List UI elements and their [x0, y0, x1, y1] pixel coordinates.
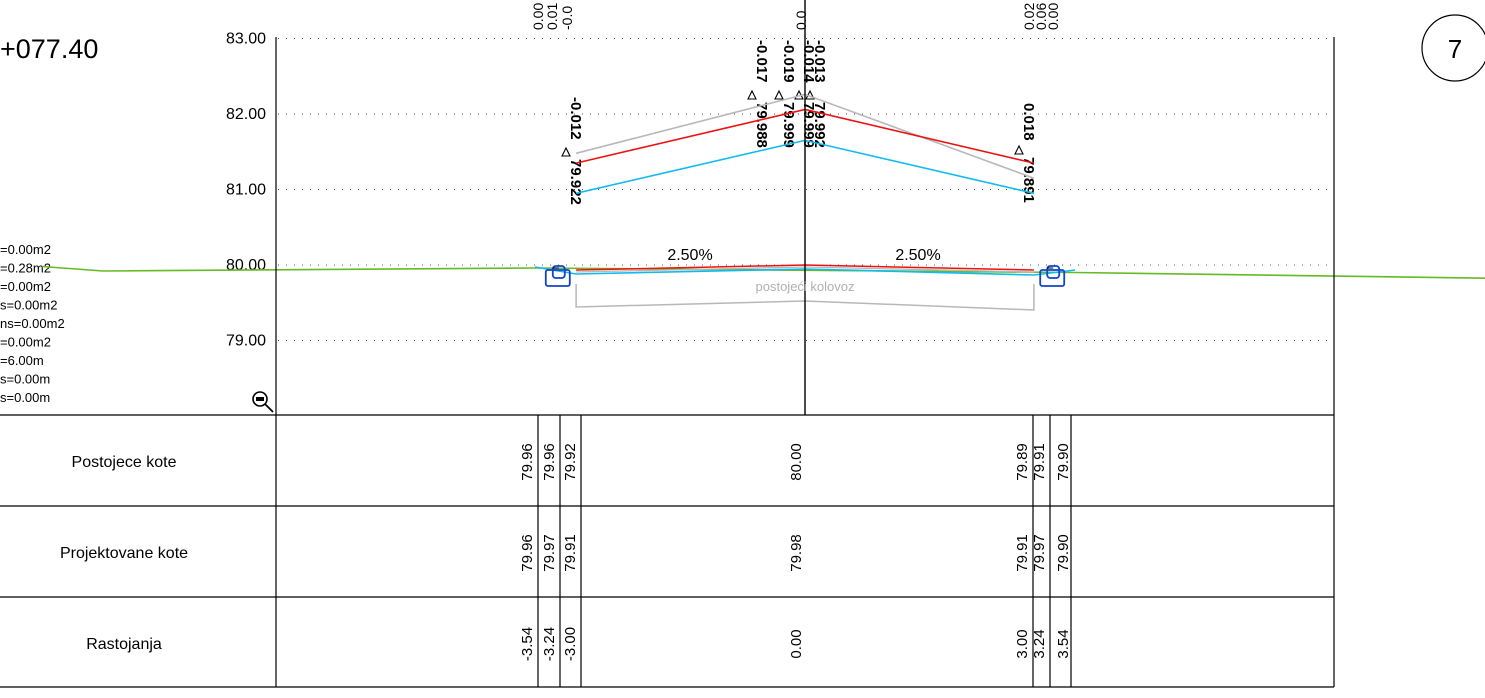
table-cell: 79.90: [1055, 534, 1072, 572]
elevation-tick-label: 82.00: [226, 106, 266, 123]
top-cutoff-value: 0.01: [544, 3, 560, 30]
layer-diff-label: -0.019: [780, 40, 797, 83]
layer-diff-label: -0.017: [753, 40, 770, 83]
table-cell: 3.00: [1014, 629, 1031, 658]
table-cell: 79.97: [1031, 534, 1048, 572]
elevation-marker-icon: [1014, 144, 1024, 155]
top-cutoff-value: 0.02: [1021, 3, 1037, 30]
area-summary-item: =0.00m2: [0, 279, 51, 294]
sheet-number-circle: [1421, 14, 1485, 82]
area-summary-item: ns=0.00m2: [0, 316, 65, 331]
magnifier-icon[interactable]: [252, 391, 274, 413]
table-cell: 79.90: [1055, 443, 1072, 481]
layer-annotations: -0.012 79.922 -0.017 79.988 -0.019 79.999 -0.0…: [561, 40, 1037, 205]
area-summary-item: =0.00m2: [0, 335, 51, 350]
top-cutoff-value: 0.00: [1045, 3, 1061, 30]
curb-icon: [544, 265, 571, 287]
layer-elev-label: 79.999: [800, 102, 817, 148]
elevation-axis: 83.00 82.00 81.00 80.00 79.00: [226, 31, 1332, 350]
area-summary-item: s=0.00m: [0, 372, 50, 387]
top-cutoff-value: -0.0: [559, 6, 575, 30]
surface-label: postojeći kolovoz: [756, 279, 855, 294]
sheet-number: 7: [1448, 34, 1462, 64]
area-summary-item: s=0.00m: [0, 390, 50, 405]
layer-diff-label: -0.013: [811, 40, 828, 83]
curb-icon: [1039, 265, 1066, 287]
elevation-marker-icon: [774, 89, 784, 100]
table-cell: 79.91: [562, 534, 579, 572]
table-cell: 79.96: [519, 534, 536, 572]
table-cell: -3.54: [519, 627, 536, 661]
table-cell: 3.24: [1031, 629, 1048, 658]
area-summary-item: =0.00m2: [0, 242, 51, 257]
top-cutoff-value: 0.0: [793, 10, 809, 30]
top-cutoff-value: 0.06: [1033, 3, 1049, 30]
table-cell: 0.00: [788, 629, 805, 658]
layer-diff-label: 0.018: [1020, 103, 1037, 141]
table-row-label: Projektovane kote: [60, 545, 188, 562]
table-cell: -3.00: [562, 627, 579, 661]
top-cutoff-value: 0.00: [530, 3, 546, 30]
area-summary-item: s=0.00m2: [0, 298, 57, 313]
table-cell: 79.97: [541, 534, 558, 572]
layer-elev-label: 79.992: [811, 102, 828, 148]
table-cell: -3.24: [541, 627, 558, 661]
table-cell: 79.92: [562, 443, 579, 481]
elevation-marker-icon: [747, 89, 757, 100]
slope-label: 2.50%: [667, 247, 712, 264]
slope-label: 2.50%: [895, 247, 940, 264]
layer-elev-label: 79.891: [1020, 157, 1037, 203]
layer-elev-label: 79.988: [753, 102, 770, 148]
table-cell: 3.54: [1055, 629, 1072, 658]
layer-diff-label: -0.012: [567, 97, 584, 140]
elevation-marker-icon: [561, 146, 571, 157]
elevation-tick-label: 83.00: [226, 31, 266, 48]
layer-elev-label: 79.922: [567, 159, 584, 205]
area-summary-item: =0.28m2: [0, 261, 51, 276]
table-cell: 80.00: [788, 443, 805, 481]
area-summary: =0.00m2 =0.28m2 =0.00m2 s=0.00m2 ns=0.00m2 =0…: [0, 242, 65, 405]
layer-elev-label: 79.999: [780, 102, 797, 148]
table-cell: 79.89: [1014, 443, 1031, 481]
layer-diff-label: -0.014: [800, 40, 817, 83]
table-cell: 79.98: [788, 534, 805, 572]
top-cutoff-values: 0.000.01 -0.0 0.0 0.020.060.00: [530, 3, 1061, 30]
table-cell: 79.96: [519, 443, 536, 481]
table-cell: 79.96: [541, 443, 558, 481]
table-row-label: Rastojanja: [86, 636, 162, 653]
elevation-tick-label: 80.00: [226, 257, 266, 274]
area-summary-item: =6.00m: [0, 353, 44, 368]
table-row-label: Postojece kote: [72, 454, 177, 471]
table-cell: 79.91: [1014, 534, 1031, 572]
station-label: +077.40: [0, 34, 98, 64]
slope-labels: 2.50% 2.50%: [667, 247, 940, 264]
elevation-tick-label: 79.00: [226, 333, 266, 350]
data-table: Postojece kote Projektovane kote Rastojanj…: [0, 414, 1334, 688]
elevation-tick-label: 81.00: [226, 182, 266, 199]
table-cell: 79.91: [1031, 443, 1048, 481]
